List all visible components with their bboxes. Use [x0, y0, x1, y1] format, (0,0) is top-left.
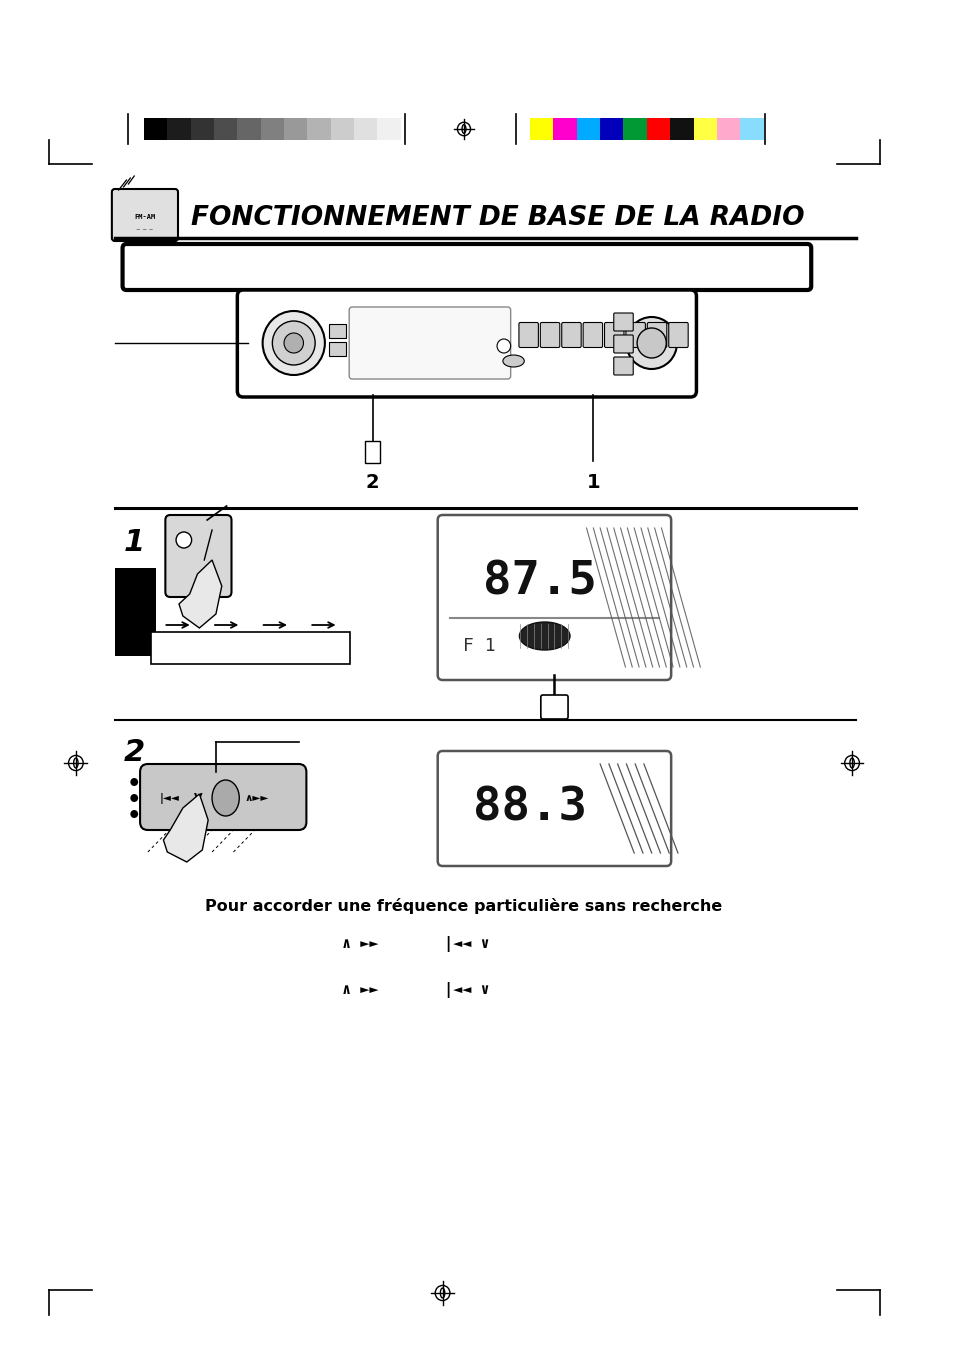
FancyBboxPatch shape: [165, 515, 232, 597]
Circle shape: [131, 794, 138, 802]
Text: FM-AM: FM-AM: [134, 215, 155, 220]
Bar: [237, 118, 260, 141]
FancyBboxPatch shape: [539, 323, 559, 347]
Circle shape: [131, 811, 138, 817]
FancyBboxPatch shape: [613, 357, 633, 376]
Bar: [553, 118, 577, 141]
Text: 1: 1: [123, 528, 145, 557]
Bar: [530, 118, 553, 141]
Text: 2: 2: [123, 738, 145, 767]
Bar: [646, 118, 670, 141]
FancyBboxPatch shape: [647, 323, 666, 347]
Circle shape: [272, 322, 314, 365]
Circle shape: [637, 328, 665, 358]
Ellipse shape: [502, 355, 524, 367]
FancyBboxPatch shape: [349, 307, 510, 380]
Circle shape: [131, 778, 138, 786]
Text: 1: 1: [586, 473, 599, 492]
Bar: [623, 118, 646, 141]
FancyBboxPatch shape: [613, 335, 633, 353]
Bar: [577, 118, 599, 141]
Text: Pour accorder une fréquence particulière sans recherche: Pour accorder une fréquence particulière…: [205, 898, 721, 915]
Text: |◄◄ ∨: |◄◄ ∨: [443, 982, 489, 998]
Circle shape: [497, 339, 510, 353]
Text: 87.5: 87.5: [482, 559, 597, 604]
Bar: [354, 118, 377, 141]
Text: ∧►►: ∧►►: [244, 793, 269, 802]
Bar: [151, 632, 350, 663]
FancyBboxPatch shape: [518, 323, 537, 347]
Circle shape: [176, 532, 192, 549]
Polygon shape: [179, 561, 221, 628]
FancyBboxPatch shape: [582, 323, 602, 347]
Text: 2: 2: [365, 473, 379, 492]
Bar: [599, 118, 623, 141]
Text: |◄◄: |◄◄: [159, 793, 179, 804]
Text: ∧ ►►: ∧ ►►: [341, 936, 377, 951]
Circle shape: [626, 317, 677, 369]
Bar: [284, 118, 307, 141]
Text: V: V: [193, 793, 203, 802]
Text: F 1: F 1: [463, 638, 496, 655]
Text: 88.3: 88.3: [473, 785, 586, 831]
FancyBboxPatch shape: [613, 313, 633, 331]
Text: ~ ~ ~: ~ ~ ~: [136, 227, 153, 232]
Text: FONCTIONNEMENT DE BASE DE LA RADIO: FONCTIONNEMENT DE BASE DE LA RADIO: [191, 205, 803, 231]
Text: ∧ ►►: ∧ ►►: [341, 982, 377, 997]
Bar: [740, 118, 762, 141]
FancyBboxPatch shape: [437, 751, 671, 866]
FancyBboxPatch shape: [237, 290, 696, 397]
FancyBboxPatch shape: [668, 323, 687, 347]
FancyBboxPatch shape: [122, 245, 810, 290]
Bar: [693, 118, 716, 141]
FancyBboxPatch shape: [112, 189, 178, 240]
Circle shape: [284, 332, 303, 353]
Bar: [307, 118, 331, 141]
FancyBboxPatch shape: [540, 694, 567, 719]
Polygon shape: [163, 794, 208, 862]
Bar: [329, 342, 346, 357]
Ellipse shape: [518, 621, 569, 650]
Bar: [144, 118, 167, 141]
FancyBboxPatch shape: [140, 765, 306, 830]
Bar: [329, 324, 346, 338]
FancyBboxPatch shape: [604, 323, 623, 347]
Bar: [670, 118, 693, 141]
Bar: [377, 118, 400, 141]
Bar: [364, 440, 380, 463]
Bar: [191, 118, 213, 141]
Bar: [114, 567, 155, 657]
Bar: [331, 118, 354, 141]
FancyBboxPatch shape: [625, 323, 645, 347]
FancyBboxPatch shape: [561, 323, 580, 347]
Bar: [716, 118, 740, 141]
Circle shape: [262, 311, 325, 376]
Bar: [260, 118, 284, 141]
FancyBboxPatch shape: [437, 515, 671, 680]
Ellipse shape: [212, 780, 239, 816]
Bar: [167, 118, 191, 141]
Bar: [213, 118, 237, 141]
Text: |◄◄ ∨: |◄◄ ∨: [443, 936, 489, 952]
